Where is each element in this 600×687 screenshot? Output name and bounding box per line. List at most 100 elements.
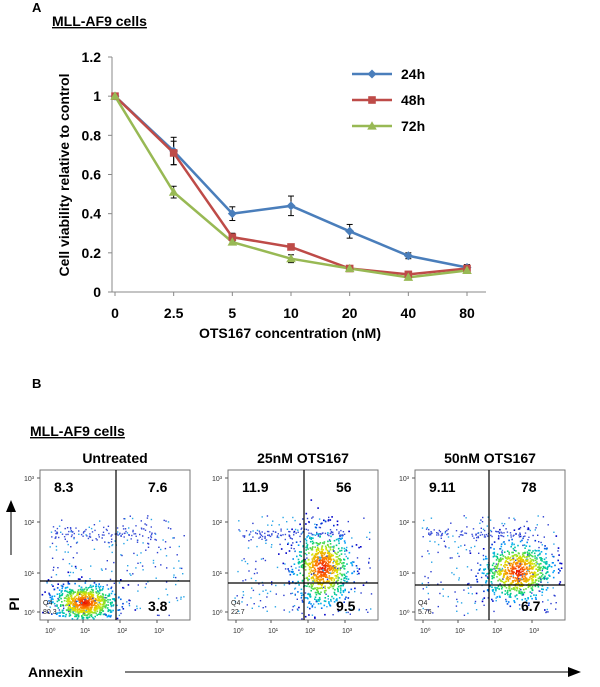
event-dot [304, 552, 307, 555]
event-dot [338, 554, 341, 557]
event-dot [336, 598, 338, 600]
event-dot [343, 559, 346, 561]
event-dot [338, 609, 341, 611]
event-dot [264, 535, 266, 538]
event-dot [560, 562, 563, 565]
plot-frame [39, 469, 191, 621]
event-dot [534, 559, 537, 562]
event-dot [490, 581, 493, 583]
event-dot [493, 610, 495, 613]
event-dot [91, 593, 93, 596]
event-dot [322, 575, 324, 577]
event-dot [259, 532, 261, 534]
event-dot [340, 529, 342, 532]
event-dot [503, 582, 506, 584]
event-dot [315, 548, 318, 551]
event-dot [100, 595, 102, 597]
event-dot [339, 558, 341, 560]
event-dot [343, 579, 345, 581]
event-dot [338, 563, 341, 565]
event-dot [343, 601, 345, 603]
event-dot [94, 598, 97, 601]
event-dot [499, 557, 502, 559]
event-dot [336, 570, 338, 572]
event-dot [515, 594, 518, 596]
event-dot [316, 558, 318, 561]
event-dot [321, 587, 324, 590]
event-dot [318, 550, 321, 553]
event-dot [493, 566, 496, 568]
event-dot [107, 595, 110, 597]
event-dot [517, 578, 520, 580]
event-dot [302, 574, 304, 577]
event-dot [296, 574, 299, 576]
event-dot [315, 591, 317, 594]
event-dot [538, 566, 540, 568]
event-dot [525, 558, 527, 561]
event-dot [110, 541, 113, 543]
event-dot [330, 530, 333, 533]
event-dot [506, 572, 509, 575]
x-tick-label: 0 [111, 305, 119, 321]
event-dot [551, 553, 553, 556]
event-dot [494, 571, 496, 573]
event-dot [521, 539, 523, 542]
event-dot [94, 615, 96, 618]
event-dot [521, 598, 523, 601]
event-dot [98, 583, 100, 585]
event-dot [365, 609, 368, 611]
event-dot [97, 604, 100, 607]
event-dot [501, 532, 503, 534]
event-dot [74, 615, 76, 618]
event-dot [528, 582, 530, 585]
event-dot [151, 532, 153, 534]
event-dot [340, 559, 342, 561]
event-dot [495, 567, 498, 569]
event-dot [322, 580, 325, 583]
event-dot [486, 573, 488, 575]
event-dot [467, 583, 469, 585]
event-dot [73, 610, 76, 612]
event-dot [131, 534, 133, 537]
event-dot [334, 551, 336, 554]
data-point-48h [169, 149, 178, 157]
event-dot [495, 570, 498, 573]
event-dot [110, 587, 112, 590]
event-dot [73, 604, 75, 607]
event-dot [365, 581, 368, 583]
event-dot [324, 565, 327, 568]
event-dot [502, 535, 505, 538]
event-dot [330, 583, 332, 586]
x-tick-label: 10³ [154, 628, 165, 635]
event-dot [319, 533, 321, 535]
event-dot [508, 539, 510, 542]
event-dot [292, 605, 294, 608]
event-dot [93, 548, 96, 550]
event-dot [471, 535, 474, 537]
event-dot [250, 577, 253, 580]
event-dot [271, 534, 273, 536]
event-dot [337, 562, 339, 565]
event-dot [306, 544, 309, 546]
event-dot [432, 612, 434, 614]
event-dot [504, 585, 506, 588]
event-dot [117, 609, 119, 611]
event-dot [295, 532, 297, 534]
event-dot [111, 534, 113, 536]
event-dot [319, 526, 322, 529]
event-dot [73, 591, 75, 593]
event-dot [523, 580, 525, 582]
event-dot [330, 546, 332, 548]
event-dot [99, 611, 101, 614]
event-dot [314, 598, 316, 600]
event-dot [293, 605, 296, 607]
event-dot [557, 572, 560, 574]
event-dot [498, 536, 500, 538]
event-dot [327, 544, 329, 547]
event-dot [470, 546, 472, 549]
event-dot [329, 553, 331, 555]
event-dot [165, 581, 168, 583]
event-dot [487, 566, 489, 568]
event-dot [547, 611, 549, 613]
